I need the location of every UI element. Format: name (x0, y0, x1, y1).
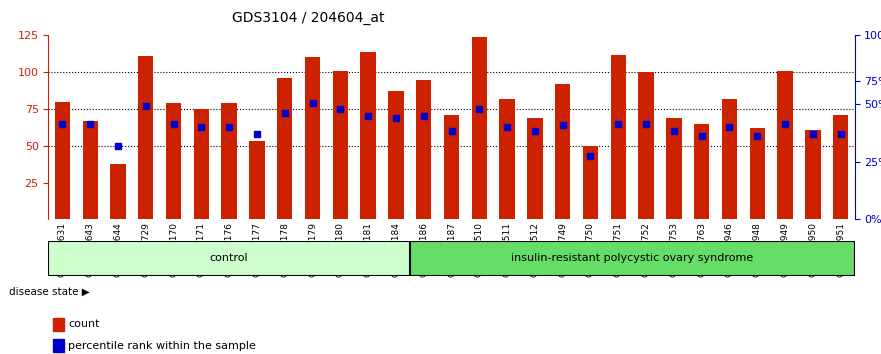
Bar (527, 118, 543, 219)
Text: control: control (210, 253, 248, 263)
Bar (138, 56, 153, 219)
Bar (500, 99, 515, 219)
Bar (833, 115, 848, 219)
Bar (444, 115, 459, 219)
Bar (333, 71, 348, 219)
Text: percentile rank within the sample: percentile rank within the sample (69, 341, 256, 350)
Bar (666, 118, 682, 219)
Text: count: count (69, 319, 100, 329)
Bar (360, 52, 376, 219)
FancyBboxPatch shape (48, 241, 410, 276)
Bar (110, 164, 126, 219)
Bar (805, 130, 820, 219)
Bar (55, 102, 70, 219)
Bar (555, 84, 570, 219)
Bar (750, 128, 765, 219)
Bar (639, 72, 654, 219)
Bar (83, 121, 98, 219)
Bar (416, 80, 432, 219)
FancyBboxPatch shape (410, 241, 855, 276)
Bar (53, 318, 63, 331)
Bar (611, 55, 626, 219)
Text: insulin-resistant polycystic ovary syndrome: insulin-resistant polycystic ovary syndr… (511, 253, 753, 263)
Bar (278, 78, 292, 219)
Bar (389, 91, 403, 219)
Bar (221, 103, 237, 219)
Bar (166, 103, 181, 219)
Bar (471, 37, 487, 219)
Bar (53, 339, 63, 352)
Bar (777, 71, 793, 219)
Bar (305, 57, 320, 219)
Bar (694, 124, 709, 219)
Text: GDS3104 / 204604_at: GDS3104 / 204604_at (232, 11, 385, 25)
Text: disease state ▶: disease state ▶ (9, 287, 90, 297)
Bar (194, 109, 209, 219)
Bar (583, 146, 598, 219)
Bar (249, 142, 264, 219)
Bar (722, 99, 737, 219)
